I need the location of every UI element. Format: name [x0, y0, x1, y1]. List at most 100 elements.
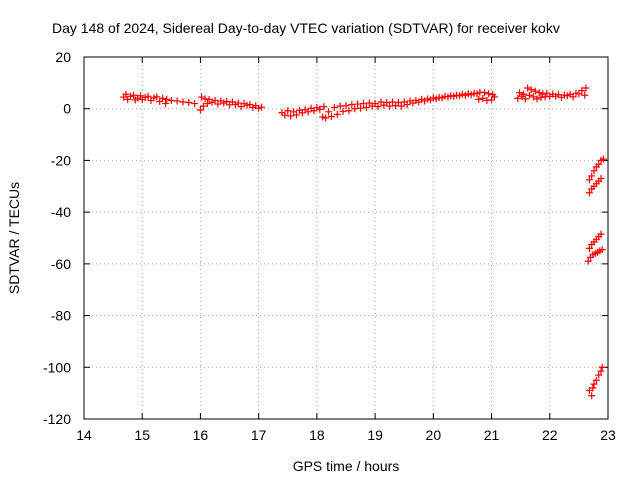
y-tick-label: -120: [43, 411, 71, 427]
y-tick-label: -80: [51, 308, 71, 324]
data-point: [185, 99, 193, 107]
data-point: [153, 93, 161, 101]
data-point: [535, 89, 543, 97]
y-tick-label: 20: [55, 49, 71, 65]
x-tick-label: 14: [76, 427, 92, 443]
x-tick-labels: 14 15 16 17 18 19 20 21 22 23: [76, 427, 616, 443]
data-point: [521, 95, 529, 103]
data-point: [597, 175, 605, 183]
data-point: [525, 91, 533, 99]
data-point: [585, 189, 593, 197]
data-point: [584, 257, 592, 265]
data-point: [516, 89, 524, 97]
data-point: [374, 103, 382, 111]
x-tick-label: 23: [600, 427, 616, 443]
data-point: [293, 111, 301, 119]
y-tick-label: 0: [63, 101, 71, 117]
data-point: [590, 380, 598, 388]
data-point: [281, 111, 289, 119]
data-point: [595, 160, 603, 168]
data-point: [203, 100, 211, 108]
data-point: [590, 167, 598, 175]
data-point: [599, 155, 607, 163]
data-point: [144, 92, 152, 100]
data-point: [475, 95, 483, 103]
data-point: [163, 95, 171, 103]
x-tick-label: 18: [309, 427, 325, 443]
data-point: [397, 102, 405, 110]
x-axis-label: GPS time / hours: [293, 458, 400, 474]
data-point: [595, 371, 603, 379]
data-point: [122, 90, 130, 98]
data-point: [287, 112, 295, 120]
data-point: [362, 103, 370, 111]
x-tick-label: 19: [367, 427, 383, 443]
data-point: [527, 86, 535, 94]
y-axis-label: SDTVAR / TECUs: [6, 182, 22, 294]
data-point: [162, 100, 170, 108]
data-point: [322, 114, 330, 122]
data-point: [585, 244, 593, 252]
data-point: [199, 102, 207, 110]
data-point: [592, 376, 600, 384]
data-point: [304, 108, 312, 116]
x-tick-label: 20: [426, 427, 442, 443]
data-point: [136, 92, 144, 100]
y-tick-label: -60: [51, 256, 71, 272]
data-point: [159, 94, 167, 102]
axis-ticks: [83, 56, 609, 420]
data-point: [533, 95, 541, 103]
data-point: [284, 107, 292, 115]
data-point: [479, 94, 487, 102]
data-point: [327, 112, 335, 120]
data-point: [481, 89, 489, 97]
data-point: [490, 93, 498, 101]
data-point: [569, 93, 577, 101]
y-tick-label: -40: [51, 204, 71, 220]
data-point: [524, 84, 532, 92]
data-point: [485, 90, 493, 98]
data-point: [198, 93, 206, 101]
y-tick-label: -20: [51, 152, 71, 168]
chart-title: Day 148 of 2024, Sidereal Day-to-day VTE…: [52, 20, 560, 36]
x-tick-label: 17: [251, 427, 267, 443]
data-point: [173, 97, 181, 105]
data-point: [598, 246, 606, 254]
data-point: [588, 392, 596, 400]
data-point: [191, 100, 199, 108]
plot-frame: [83, 56, 609, 420]
data-point: [514, 94, 522, 102]
data-point: [129, 91, 137, 99]
x-tick-label: 16: [193, 427, 209, 443]
data-point: [520, 90, 528, 98]
data-point: [582, 84, 590, 92]
data-point: [258, 103, 266, 111]
data-point: [345, 107, 353, 115]
data-point: [330, 103, 338, 111]
data-point: [325, 108, 333, 116]
data-point: [597, 367, 605, 375]
data-point: [342, 102, 350, 110]
data-point: [589, 384, 597, 392]
data-point: [598, 363, 606, 371]
data-point: [196, 106, 204, 114]
grid: [84, 57, 608, 419]
x-tick-label: 22: [542, 427, 558, 443]
data-point: [578, 87, 586, 95]
data-point: [316, 105, 324, 113]
data-point: [597, 230, 605, 238]
x-tick-label: 15: [134, 427, 150, 443]
data-point: [585, 176, 593, 184]
y-tick-label: -100: [43, 359, 71, 375]
data-point: [531, 87, 539, 95]
data-point: [588, 172, 596, 180]
data-point: [357, 104, 365, 112]
data-point: [581, 91, 589, 99]
data-point: [320, 103, 328, 111]
data-point: [403, 101, 411, 109]
data-points: [120, 84, 607, 400]
x-tick-label: 21: [484, 427, 500, 443]
y-tick-labels: 20 0 -20 -40 -60 -80 -100 -120: [43, 49, 71, 427]
data-point: [333, 110, 341, 118]
